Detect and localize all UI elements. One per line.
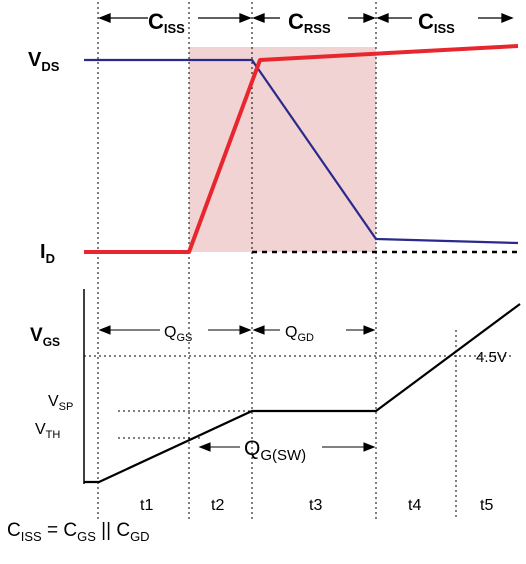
qgsw-label: QG(SW) (244, 437, 306, 464)
level-label-4v5: 4.5V (476, 349, 507, 366)
interval-t1: t1 (140, 497, 153, 514)
vsp-label: VSP (48, 393, 73, 413)
level-lines (84, 355, 512, 439)
cap-label-crss: CRSS (288, 9, 331, 36)
qgs-label: QGS (164, 324, 192, 344)
switching-region-shade (189, 47, 376, 252)
time-markers (97, 2, 457, 520)
cap-region-arrows (98, 13, 514, 23)
vgs-waveform (84, 303, 521, 484)
cap-label-ciss-1: CISS (148, 9, 185, 36)
vgs-label: VGS (30, 325, 60, 349)
vth-label: VTH (35, 421, 60, 441)
charge-arrows (98, 325, 376, 452)
interval-t5: t5 (480, 497, 493, 514)
interval-t4: t4 (408, 497, 421, 514)
interval-t3: t3 (309, 497, 322, 514)
interval-t2: t2 (211, 497, 224, 514)
vds-label: VDS (28, 49, 60, 74)
vds-waveform (84, 58, 519, 245)
id-label: ID (40, 241, 55, 266)
id-waveform (84, 44, 519, 254)
cap-label-ciss-2: CISS (418, 9, 455, 36)
qgd-label: QGD (285, 324, 314, 344)
ciss-equation: CISS = CGS || CGD (7, 520, 150, 544)
